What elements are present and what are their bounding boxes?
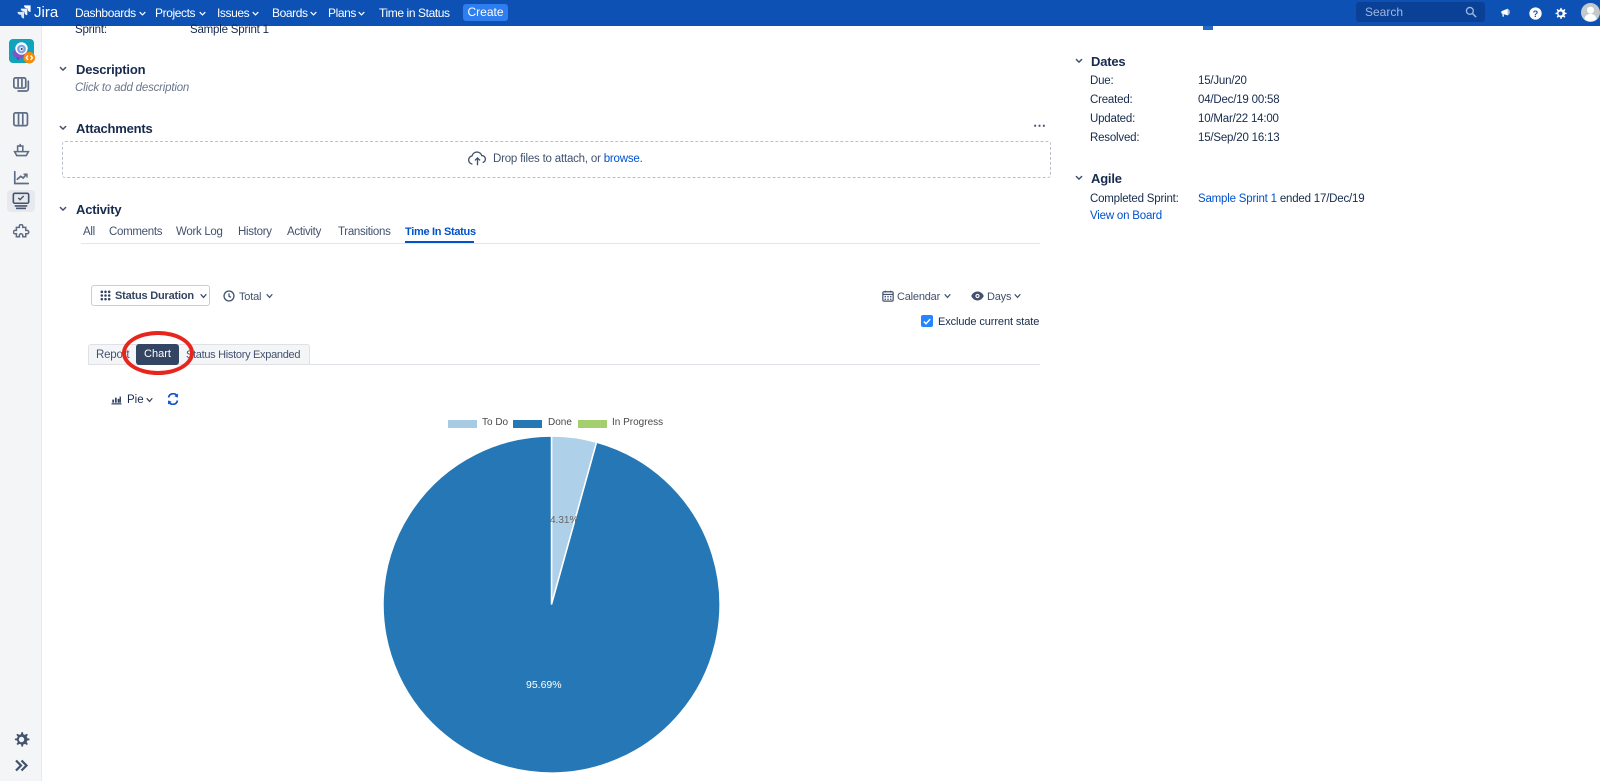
svg-text:?: ? [1533,9,1538,19]
svg-text:4.31%: 4.31% [550,515,578,526]
svg-text:95.69%: 95.69% [526,679,562,691]
